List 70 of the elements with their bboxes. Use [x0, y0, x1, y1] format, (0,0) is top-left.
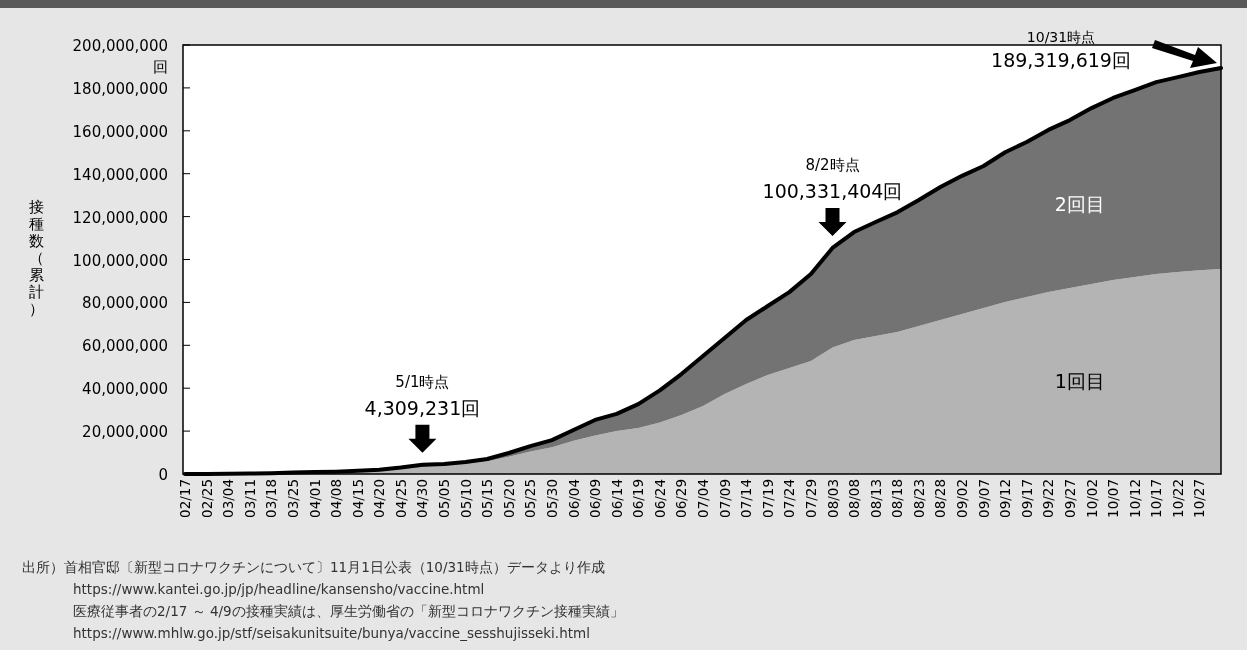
y-tick-label: 100,000,000 [72, 251, 168, 270]
x-tick-label: 06/29 [673, 479, 690, 518]
x-tick-label: 07/29 [802, 479, 819, 518]
x-tick-label: 05/10 [457, 479, 474, 518]
x-tick-label: 09/02 [954, 479, 970, 518]
x-tick-label: 07/04 [695, 479, 711, 518]
x-tick-label: 06/09 [587, 479, 604, 518]
y-tick-label: 160,000,000 [72, 122, 168, 141]
x-tick-label: 08/08 [846, 479, 863, 518]
x-tick-label: 04/15 [349, 479, 366, 518]
x-tick-label: 03/11 [241, 479, 258, 518]
annotation: 8/2時点 100,331,404回 [762, 155, 903, 202]
x-tick-label: 05/30 [543, 479, 560, 518]
x-tick-label: 06/19 [630, 479, 647, 518]
y-tick-label: 40,000,000 [82, 380, 168, 399]
x-tick-label: 02/25 [198, 479, 215, 518]
x-tick-label: 04/25 [392, 479, 409, 518]
series-label: 2回目 [1054, 193, 1105, 216]
text: https://www.kantei.go.jp/jp/headline/kansensho/vaccine.html [73, 581, 485, 597]
x-tick-label: 08/03 [824, 479, 841, 518]
x-tick-label: 09/12 [997, 479, 1014, 518]
x-tick-label: 10/07 [1105, 479, 1122, 518]
x-tick-label: 09/27 [1061, 479, 1078, 518]
x-tick-label: 03/18 [263, 479, 280, 518]
y-tick-label: 60,000,000 [82, 337, 168, 356]
x-tick-label: 06/14 [608, 479, 625, 518]
y-axis-title: 接種数（累計） [28, 198, 44, 318]
text: 回 [153, 58, 168, 76]
x-tick-label: 06/24 [651, 479, 668, 518]
x-tick-label: 09/07 [975, 479, 992, 518]
y-tick-label: 80,000,000 [82, 294, 168, 313]
x-tick-label: 07/14 [738, 479, 755, 518]
x-tick-label: 06/04 [565, 479, 582, 518]
x-tick-label: 08/28 [932, 479, 949, 518]
text: 医療従事者の2/17 ～ 4/9の接種実績は、厚生労働省の「新型コロナワクチン接種実績」 [73, 603, 624, 619]
x-tick-label: 10/22 [1169, 479, 1186, 518]
x-tick-label: 04/20 [371, 479, 388, 518]
x-tick-label: 07/24 [781, 479, 798, 518]
y-tick-label: 200,000,000 [72, 37, 168, 55]
x-tick-label: 07/09 [716, 479, 733, 518]
x-tick-label: 09/17 [1018, 479, 1035, 518]
x-tick-label: 08/13 [867, 479, 884, 518]
x-tick-label: 03/25 [284, 479, 301, 518]
x-tick-label: 05/25 [522, 479, 539, 518]
series-label: 1回目 [1054, 370, 1105, 393]
y-tick-label: 120,000,000 [72, 208, 168, 227]
text: 出所）首相官邸〔新型コロナワクチンについて〕11月1日公表（10/31時点）データより作成 [22, 559, 605, 575]
x-tick-label: 05/15 [479, 479, 496, 518]
x-tick-label: 10/02 [1083, 479, 1100, 518]
x-tick-label: 03/04 [220, 479, 237, 518]
text: https://www.mhlw.go.jp/stf/seisakunitsuite/bunya/vaccine_sesshujisseki.html [73, 625, 590, 641]
annotation: 10/31時点 189,319,619回 [991, 29, 1131, 71]
annotation: 5/1時点 4,309,231回 [364, 372, 481, 419]
x-tick-label: 09/22 [1040, 479, 1057, 518]
x-tick-label: 10/12 [1126, 479, 1143, 518]
x-tick-label: 05/05 [436, 479, 452, 518]
y-tick-label: 20,000,000 [82, 423, 168, 442]
x-tick-label: 04/01 [306, 479, 323, 518]
y-tick-label: 180,000,000 [72, 79, 168, 98]
x-tick-label: 05/20 [500, 479, 517, 518]
x-tick-label: 10/27 [1191, 479, 1208, 518]
y-tick-label: 140,000,000 [72, 165, 168, 184]
x-tick-label: 08/18 [889, 479, 906, 518]
x-tick-label: 08/23 [910, 479, 927, 518]
y-tick-label: 0 [158, 466, 168, 484]
x-tick-label: 02/17 [177, 479, 193, 518]
x-tick-label: 04/30 [414, 479, 431, 518]
x-tick-label: 07/19 [759, 479, 776, 518]
x-tick-label: 04/08 [328, 479, 345, 518]
x-tick-label: 10/17 [1148, 479, 1165, 518]
